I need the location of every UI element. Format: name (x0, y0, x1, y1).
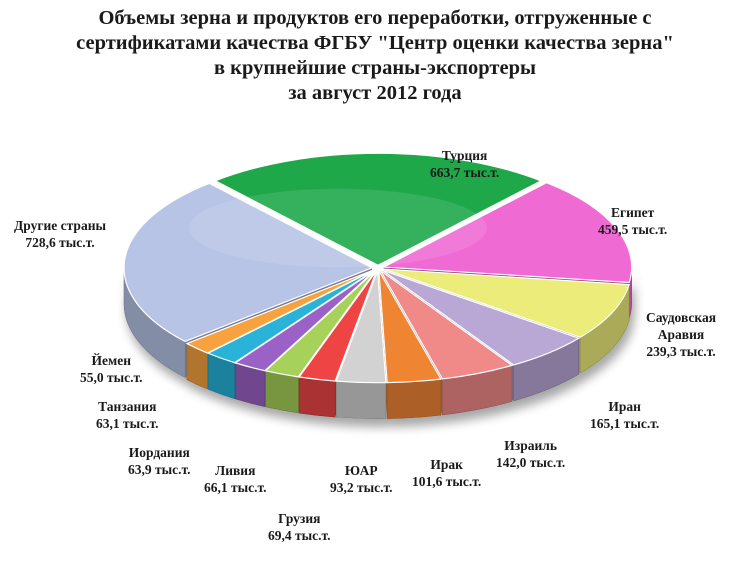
label-value: 142,0 тыс.т. (496, 455, 566, 470)
slice-7-top (298, 270, 378, 382)
label-egypt: Египет 459,5 тыс.т. (598, 204, 667, 238)
label-iraq: Ирак 101,6 тыс.т. (412, 456, 481, 490)
pie-top-faces (123, 152, 633, 384)
chart-title: Объемы зерна и продуктов его переработки… (0, 6, 750, 106)
label-saudi-arabia: Саудовская Аравия 239,3 тыс.т. (626, 309, 736, 360)
label-tanzania: Танзания 63,1 тыс.т. (96, 398, 159, 432)
label-south-africa: ЮАР 93,2 тыс.т. (330, 462, 393, 496)
label-name: Ирак (430, 457, 463, 472)
slice-8-top (264, 270, 377, 378)
label-value: 63,1 тыс.т. (96, 416, 159, 431)
label-name: Турция (441, 148, 488, 163)
label-libya: Ливия 66,1 тыс.т. (204, 462, 267, 496)
label-value: 66,1 тыс.т. (204, 480, 267, 495)
title-line-2: сертификатами качества ФГБУ "Центр оценк… (76, 32, 674, 54)
label-israel: Израиль 142,0 тыс.т. (496, 437, 565, 471)
label-name: Другие страны (14, 218, 107, 233)
label-jordan: Иордания 63,9 тыс.т. (128, 444, 191, 478)
label-value: 101,6 тыс.т. (412, 474, 482, 489)
slice-0-top (213, 152, 543, 266)
label-value: 55,0 тыс.т. (80, 370, 143, 385)
slice-6-side-wall (335, 380, 387, 419)
label-value: 63,9 тыс.т. (128, 462, 191, 477)
label-yemen: Йемен 55,0 тыс.т. (80, 352, 143, 386)
label-value: 459,5 тыс.т. (598, 222, 668, 237)
label-name: ЮАР (344, 463, 378, 478)
slice-6-top (335, 270, 387, 384)
pie-gloss (189, 188, 487, 268)
label-name: Израиль (504, 438, 557, 453)
label-name: Египет (610, 205, 655, 220)
label-name: Ливия (215, 463, 256, 478)
label-name: Иран (608, 399, 641, 414)
slice-5-side-wall (386, 378, 442, 419)
label-georgia: Грузия 69,4 тыс.т. (268, 510, 331, 544)
slice-5-top (378, 270, 442, 384)
slice-12-top (123, 182, 374, 343)
label-value: 93,2 тыс.т. (330, 480, 393, 495)
label-value: 165,1 тыс.т. (590, 416, 660, 431)
slice-2-top (383, 268, 630, 338)
label-name: Йемен (91, 353, 131, 368)
label-turkey: Турция 663,7 тыс.т. (430, 147, 499, 181)
title-line-4: за август 2012 года (288, 82, 462, 104)
label-other-countries: Другие страны 728,6 тыс.т. (14, 217, 106, 251)
label-value: 663,7 тыс.т. (430, 165, 500, 180)
slice-8-side-wall (265, 370, 299, 414)
label-name: Танзания (98, 399, 157, 414)
slice-1-top (381, 181, 633, 284)
label-iran: Иран 165,1 тыс.т. (590, 398, 659, 432)
label-value: 69,4 тыс.т. (268, 528, 331, 543)
slice-4-top (379, 269, 514, 380)
slice-11-top (185, 269, 374, 354)
title-line-1: Объемы зерна и продуктов его переработки… (98, 7, 652, 29)
label-name: Грузия (278, 511, 321, 526)
label-name: Саудовская Аравия (645, 310, 717, 342)
slice-3-top (381, 269, 581, 366)
title-line-3: в крупнейшие страны-экспортеры (213, 57, 536, 79)
label-value: 239,3 тыс.т. (646, 344, 716, 359)
slice-7-side-wall (298, 376, 336, 418)
label-name: Иордания (128, 445, 190, 460)
label-value: 728,6 тыс.т. (25, 235, 95, 250)
